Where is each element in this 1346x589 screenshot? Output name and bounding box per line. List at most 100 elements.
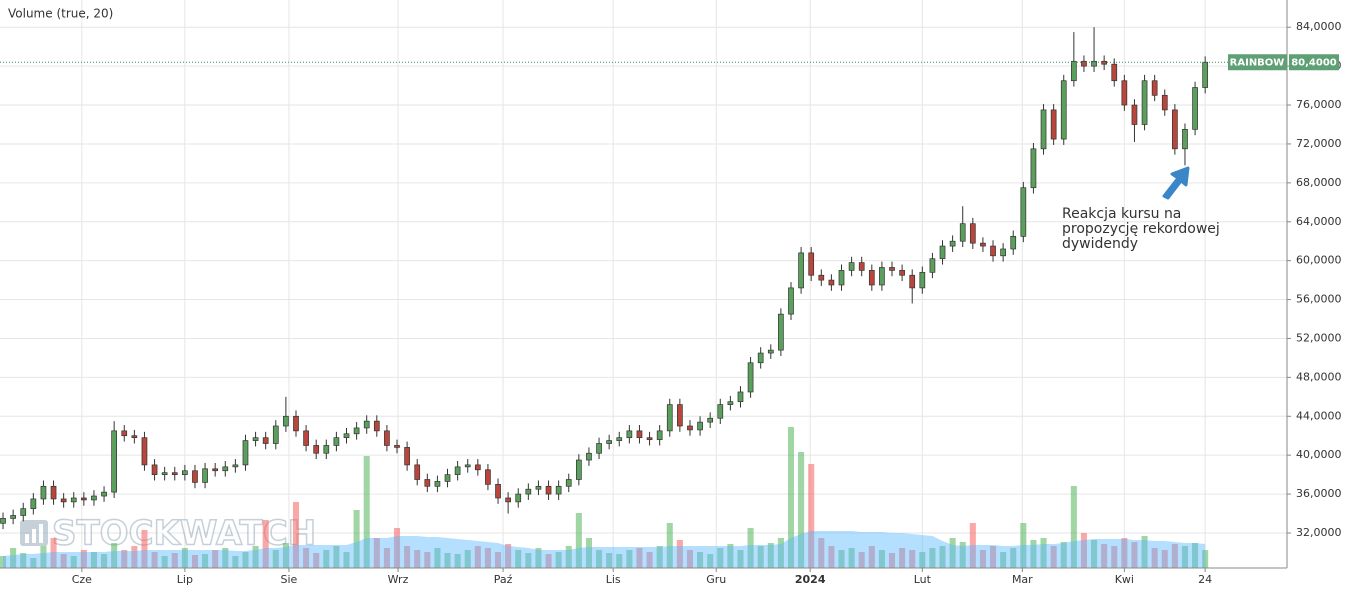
candle-body [1000,248,1006,257]
volume-bar [393,528,401,568]
candle-body [990,245,996,257]
candle-body [1091,60,1097,67]
x-tick-label: Lut [914,573,932,586]
candle-body [1050,109,1057,140]
candle-body [434,481,441,487]
candle-body [525,488,532,495]
candle-body [1060,80,1067,140]
volume-bar [1030,540,1037,568]
candle-body [0,518,6,524]
x-tick-label: Wrz [388,573,409,586]
volume-bar [646,552,653,568]
candle-body [747,362,754,393]
volume-bar [990,546,997,568]
volume-bar [161,556,168,568]
candle-body [474,464,481,471]
candle-body [586,452,592,461]
watermark-icon-bar [32,529,36,543]
candles [0,27,1209,530]
x-tick-label: Cze [72,573,92,586]
last-price-label: 80,4000 [1291,58,1337,69]
volume-bar [1080,533,1087,568]
volume-bar [424,552,431,568]
y-tick-label: 36,0000 [1296,487,1342,500]
candle-body [161,472,168,475]
volume-bar [495,552,502,568]
candle-body [929,258,936,273]
volume-bar [555,552,562,568]
x-tick-label: Paź [494,573,513,586]
volume-bar [202,554,209,568]
y-tick-label: 84,0000 [1296,20,1342,33]
volume-bar [222,548,229,568]
volume-bar [1091,540,1098,568]
candle-body [121,430,128,437]
candle-body [788,287,794,315]
candle-body [404,447,410,466]
volume-bar [787,427,795,568]
candle-body [757,352,764,364]
candle-body [1020,187,1027,237]
candle-body [818,274,825,281]
y-tick-label: 64,0000 [1296,215,1342,228]
candle-body [131,435,138,439]
volume-bar [1161,550,1168,568]
volume-bar [414,550,421,568]
volume-bar [1121,538,1128,568]
volume-bar [798,452,805,568]
volume-bar [191,555,198,568]
volume-bar [707,554,714,568]
candle-body [1192,87,1198,130]
candle-body [606,440,613,444]
candle-body [1111,63,1118,82]
candle-body [828,279,835,286]
volume-bar [1192,543,1199,568]
volume-bar [1171,544,1178,568]
volume-bar [919,552,926,568]
candle-body [1081,60,1087,67]
candle-body [515,493,522,503]
volume-bar [525,553,532,568]
candle-body [858,262,865,271]
volume-bar [454,554,461,568]
candle-body [808,252,815,276]
y-tick-label: 76,0000 [1296,98,1342,111]
candle-body [535,485,542,490]
candle-body [1121,80,1128,106]
volume-bar [40,546,47,568]
candle-body [666,404,673,432]
volume-bar [101,554,108,568]
candle-body [272,425,279,444]
candle-body [1182,129,1188,150]
candle-body [616,437,623,441]
volume-bar [757,546,764,568]
volume-bar [242,552,249,568]
candle-body [677,404,683,427]
volume-bar [232,556,239,568]
volume-bar [1111,546,1118,568]
volume-bar [666,523,673,568]
y-tick-label: 32,0000 [1296,526,1342,539]
candle-body [141,437,148,466]
watermark: STOCKWATCH [52,514,316,554]
volume-bar [10,548,17,568]
candle-body [1070,60,1077,82]
candle-body [353,427,360,435]
volume-bar [282,543,289,568]
candle-body [919,271,926,289]
volume-bar [515,550,522,568]
candle-body [212,468,219,472]
volume-bar [969,523,976,568]
x-tick-label: Kwi [1115,573,1134,586]
candle-body [30,498,37,510]
volume-bar [878,550,885,568]
watermark-group: STOCKWATCH [20,513,317,554]
candle-body [656,430,663,440]
candle-body [838,270,845,286]
candle-body [1010,235,1017,250]
candle-body [939,245,946,260]
candle-body [575,459,582,480]
candle-body [151,464,158,475]
annotation-arrow [1162,166,1190,200]
candle-body [1161,94,1168,111]
